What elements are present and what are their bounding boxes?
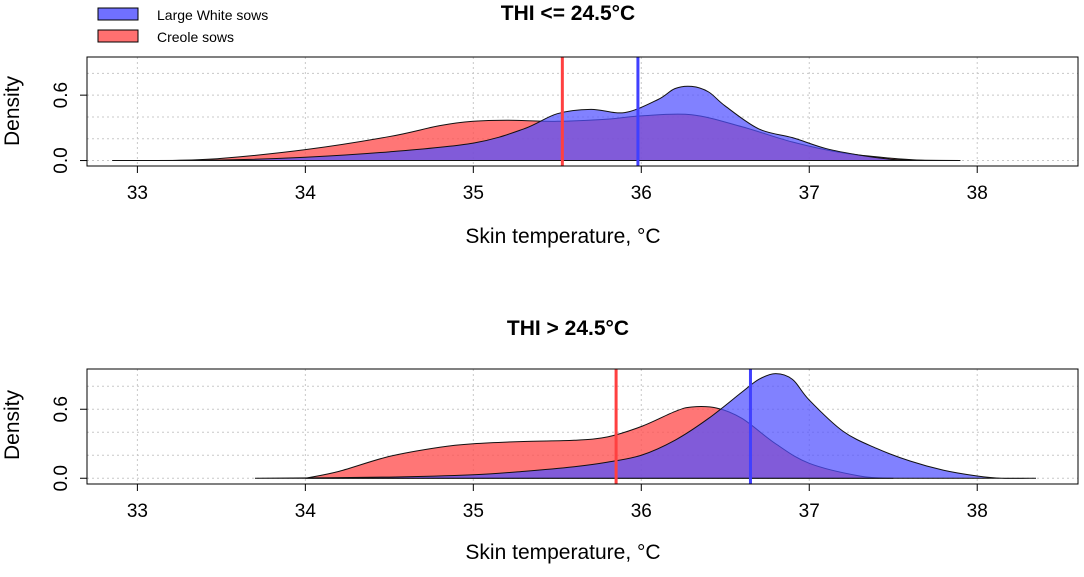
panel-title: THI > 24.5°C [507,317,629,340]
x-tick-label: 34 [295,501,317,522]
grid [87,57,1078,166]
plot-frame [86,368,1079,485]
y-axis-label: Density [1,75,24,146]
legend-swatch-large-white [97,7,139,21]
x-tick-label: 34 [295,183,317,204]
panel-thi-high: THI > 24.5°C Skin temperature, °C Densit… [1,317,1079,564]
legend: Large White sows Creole sows [97,7,268,45]
x-tick-label: 36 [631,501,652,522]
x-tick-label: 36 [631,183,652,204]
y-axis-label: Density [1,389,24,460]
x-tick-label: 35 [463,183,484,204]
panel-title: THI <= 24.5°C [501,2,635,25]
x-tick-label: 33 [127,183,148,204]
legend-label-large-white: Large White sows [157,7,268,23]
y-tick-label: 0.6 [51,396,72,422]
x-tick-label: 37 [799,501,820,522]
x-tick-label: 37 [799,183,820,204]
y-tick-label: 0.0 [51,465,72,491]
panel-thi-low: THI <= 24.5°C Skin temperature, °C Densi… [1,2,1079,248]
x-axis-label: Skin temperature, °C [465,541,660,564]
density-area-large-white [254,373,1037,479]
plot-frame [86,56,1079,167]
legend-label-creole: Creole sows [157,29,234,45]
y-tick-label: 0.0 [51,147,72,173]
x-tick-label: 35 [463,501,484,522]
legend-swatch-creole [97,29,139,43]
density-area-large-white [112,85,961,162]
x-tick-label: 38 [967,183,988,204]
x-tick-label: 33 [127,501,148,522]
x-tick-label: 38 [967,501,988,522]
x-axis-label: Skin temperature, °C [465,225,660,248]
y-tick-label: 0.6 [51,82,72,108]
